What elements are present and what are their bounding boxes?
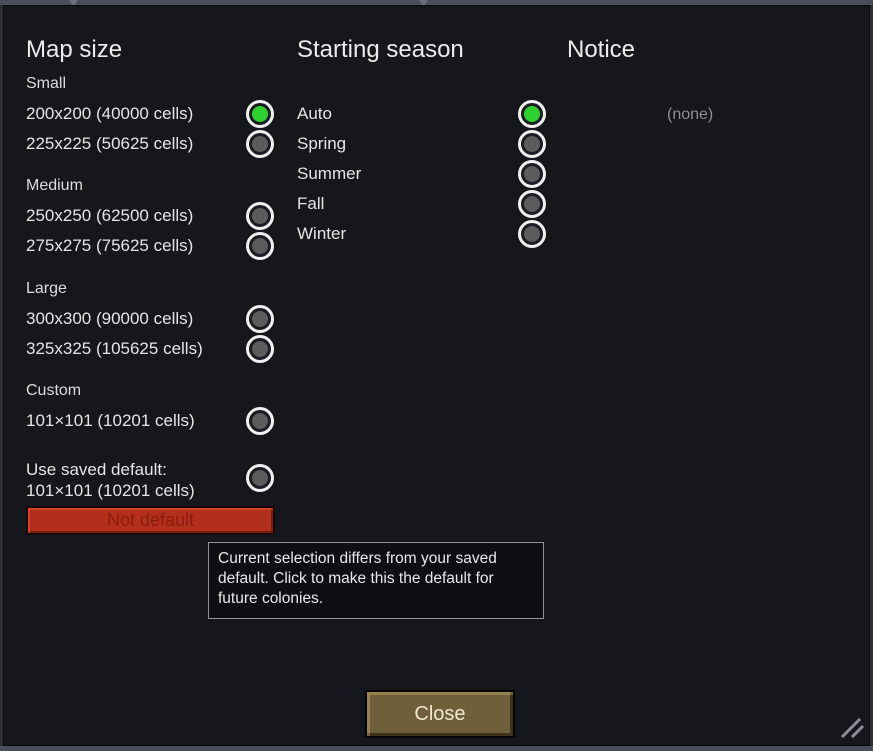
saved-default-line1: Use saved default: <box>26 460 167 479</box>
season-option-spring[interactable]: Spring <box>297 129 546 159</box>
radio-dot <box>252 238 268 254</box>
radio-dot <box>252 136 268 152</box>
notice-title: Notice <box>567 36 636 63</box>
saved-default-label: Use saved default: 101×101 (10201 cells) <box>26 459 195 501</box>
season-option-fall[interactable]: Fall <box>297 189 546 219</box>
radio-dot <box>252 208 268 224</box>
map-size-option-label: 200x200 (40000 cells) <box>26 104 194 123</box>
map-size-option-label: 101×101 (10201 cells) <box>26 411 195 430</box>
group-label-custom: Custom <box>26 382 82 399</box>
map-size-option-label: 250x250 (62500 cells) <box>26 206 194 225</box>
map-size-option-label: 225x225 (50625 cells) <box>26 134 194 153</box>
bottom-edge-strip <box>0 746 873 751</box>
map-size-option-300[interactable]: 300x300 (90000 cells) <box>26 304 274 334</box>
radio-button-icon[interactable] <box>518 130 546 158</box>
radio-button-icon[interactable] <box>246 202 274 230</box>
radio-dot <box>252 341 268 357</box>
map-size-title: Map size <box>26 36 123 63</box>
season-option-label: Auto <box>297 104 332 123</box>
map-size-option-325[interactable]: 325x325 (105625 cells) <box>26 334 274 364</box>
season-option-winter[interactable]: Winter <box>297 219 546 249</box>
top-notch <box>419 0 428 7</box>
season-option-label: Summer <box>297 164 362 183</box>
radio-button-icon[interactable] <box>246 305 274 333</box>
group-label-large: Large <box>26 280 67 297</box>
radio-button-icon[interactable] <box>246 335 274 363</box>
radio-button-selected-icon[interactable] <box>518 100 546 128</box>
map-size-option-label: 275x275 (75625 cells) <box>26 236 194 255</box>
season-option-label: Spring <box>297 134 347 153</box>
radio-dot <box>252 413 268 429</box>
radio-button-icon[interactable] <box>518 220 546 248</box>
season-option-label: Winter <box>297 224 347 243</box>
resize-grip-icon[interactable] <box>840 718 864 738</box>
starting-season-title: Starting season <box>297 36 464 63</box>
radio-dot <box>524 226 540 242</box>
not-default-button[interactable]: Not default <box>26 506 275 535</box>
top-edge-strip <box>0 0 873 5</box>
radio-dot <box>524 196 540 212</box>
map-size-dialog: Map size Small 200x200 (40000 cells) 225… <box>3 5 870 746</box>
radio-dot <box>524 166 540 182</box>
radio-button-icon[interactable] <box>246 130 274 158</box>
radio-dot <box>252 106 268 122</box>
close-button[interactable]: Close <box>365 690 515 738</box>
season-option-summer[interactable]: Summer <box>297 159 546 189</box>
map-size-option-label: 300x300 (90000 cells) <box>26 309 194 328</box>
map-size-option-200[interactable]: 200x200 (40000 cells) <box>26 99 274 129</box>
radio-button-selected-icon[interactable] <box>246 100 274 128</box>
top-notch <box>69 0 78 7</box>
radio-dot <box>252 470 268 486</box>
radio-button-icon[interactable] <box>246 407 274 435</box>
radio-dot <box>524 106 540 122</box>
notice-value: (none) <box>667 106 714 123</box>
radio-dot <box>252 311 268 327</box>
map-size-option-225[interactable]: 225x225 (50625 cells) <box>26 129 274 159</box>
radio-dot <box>524 136 540 152</box>
map-size-option-275[interactable]: 275x275 (75625 cells) <box>26 231 274 261</box>
saved-default-option[interactable] <box>246 464 274 494</box>
map-size-option-custom[interactable]: 101×101 (10201 cells) <box>26 406 274 436</box>
group-label-medium: Medium <box>26 177 83 194</box>
map-size-option-250[interactable]: 250x250 (62500 cells) <box>26 201 274 231</box>
map-size-option-label: 325x325 (105625 cells) <box>26 339 203 358</box>
season-option-auto[interactable]: Auto <box>297 99 546 129</box>
radio-button-icon[interactable] <box>246 464 274 492</box>
radio-button-icon[interactable] <box>518 190 546 218</box>
radio-button-icon[interactable] <box>246 232 274 260</box>
tooltip: Current selection differs from your save… <box>208 542 544 619</box>
group-label-small: Small <box>26 75 67 92</box>
season-option-label: Fall <box>297 194 325 213</box>
saved-default-line2: 101×101 (10201 cells) <box>26 481 195 500</box>
radio-button-icon[interactable] <box>518 160 546 188</box>
